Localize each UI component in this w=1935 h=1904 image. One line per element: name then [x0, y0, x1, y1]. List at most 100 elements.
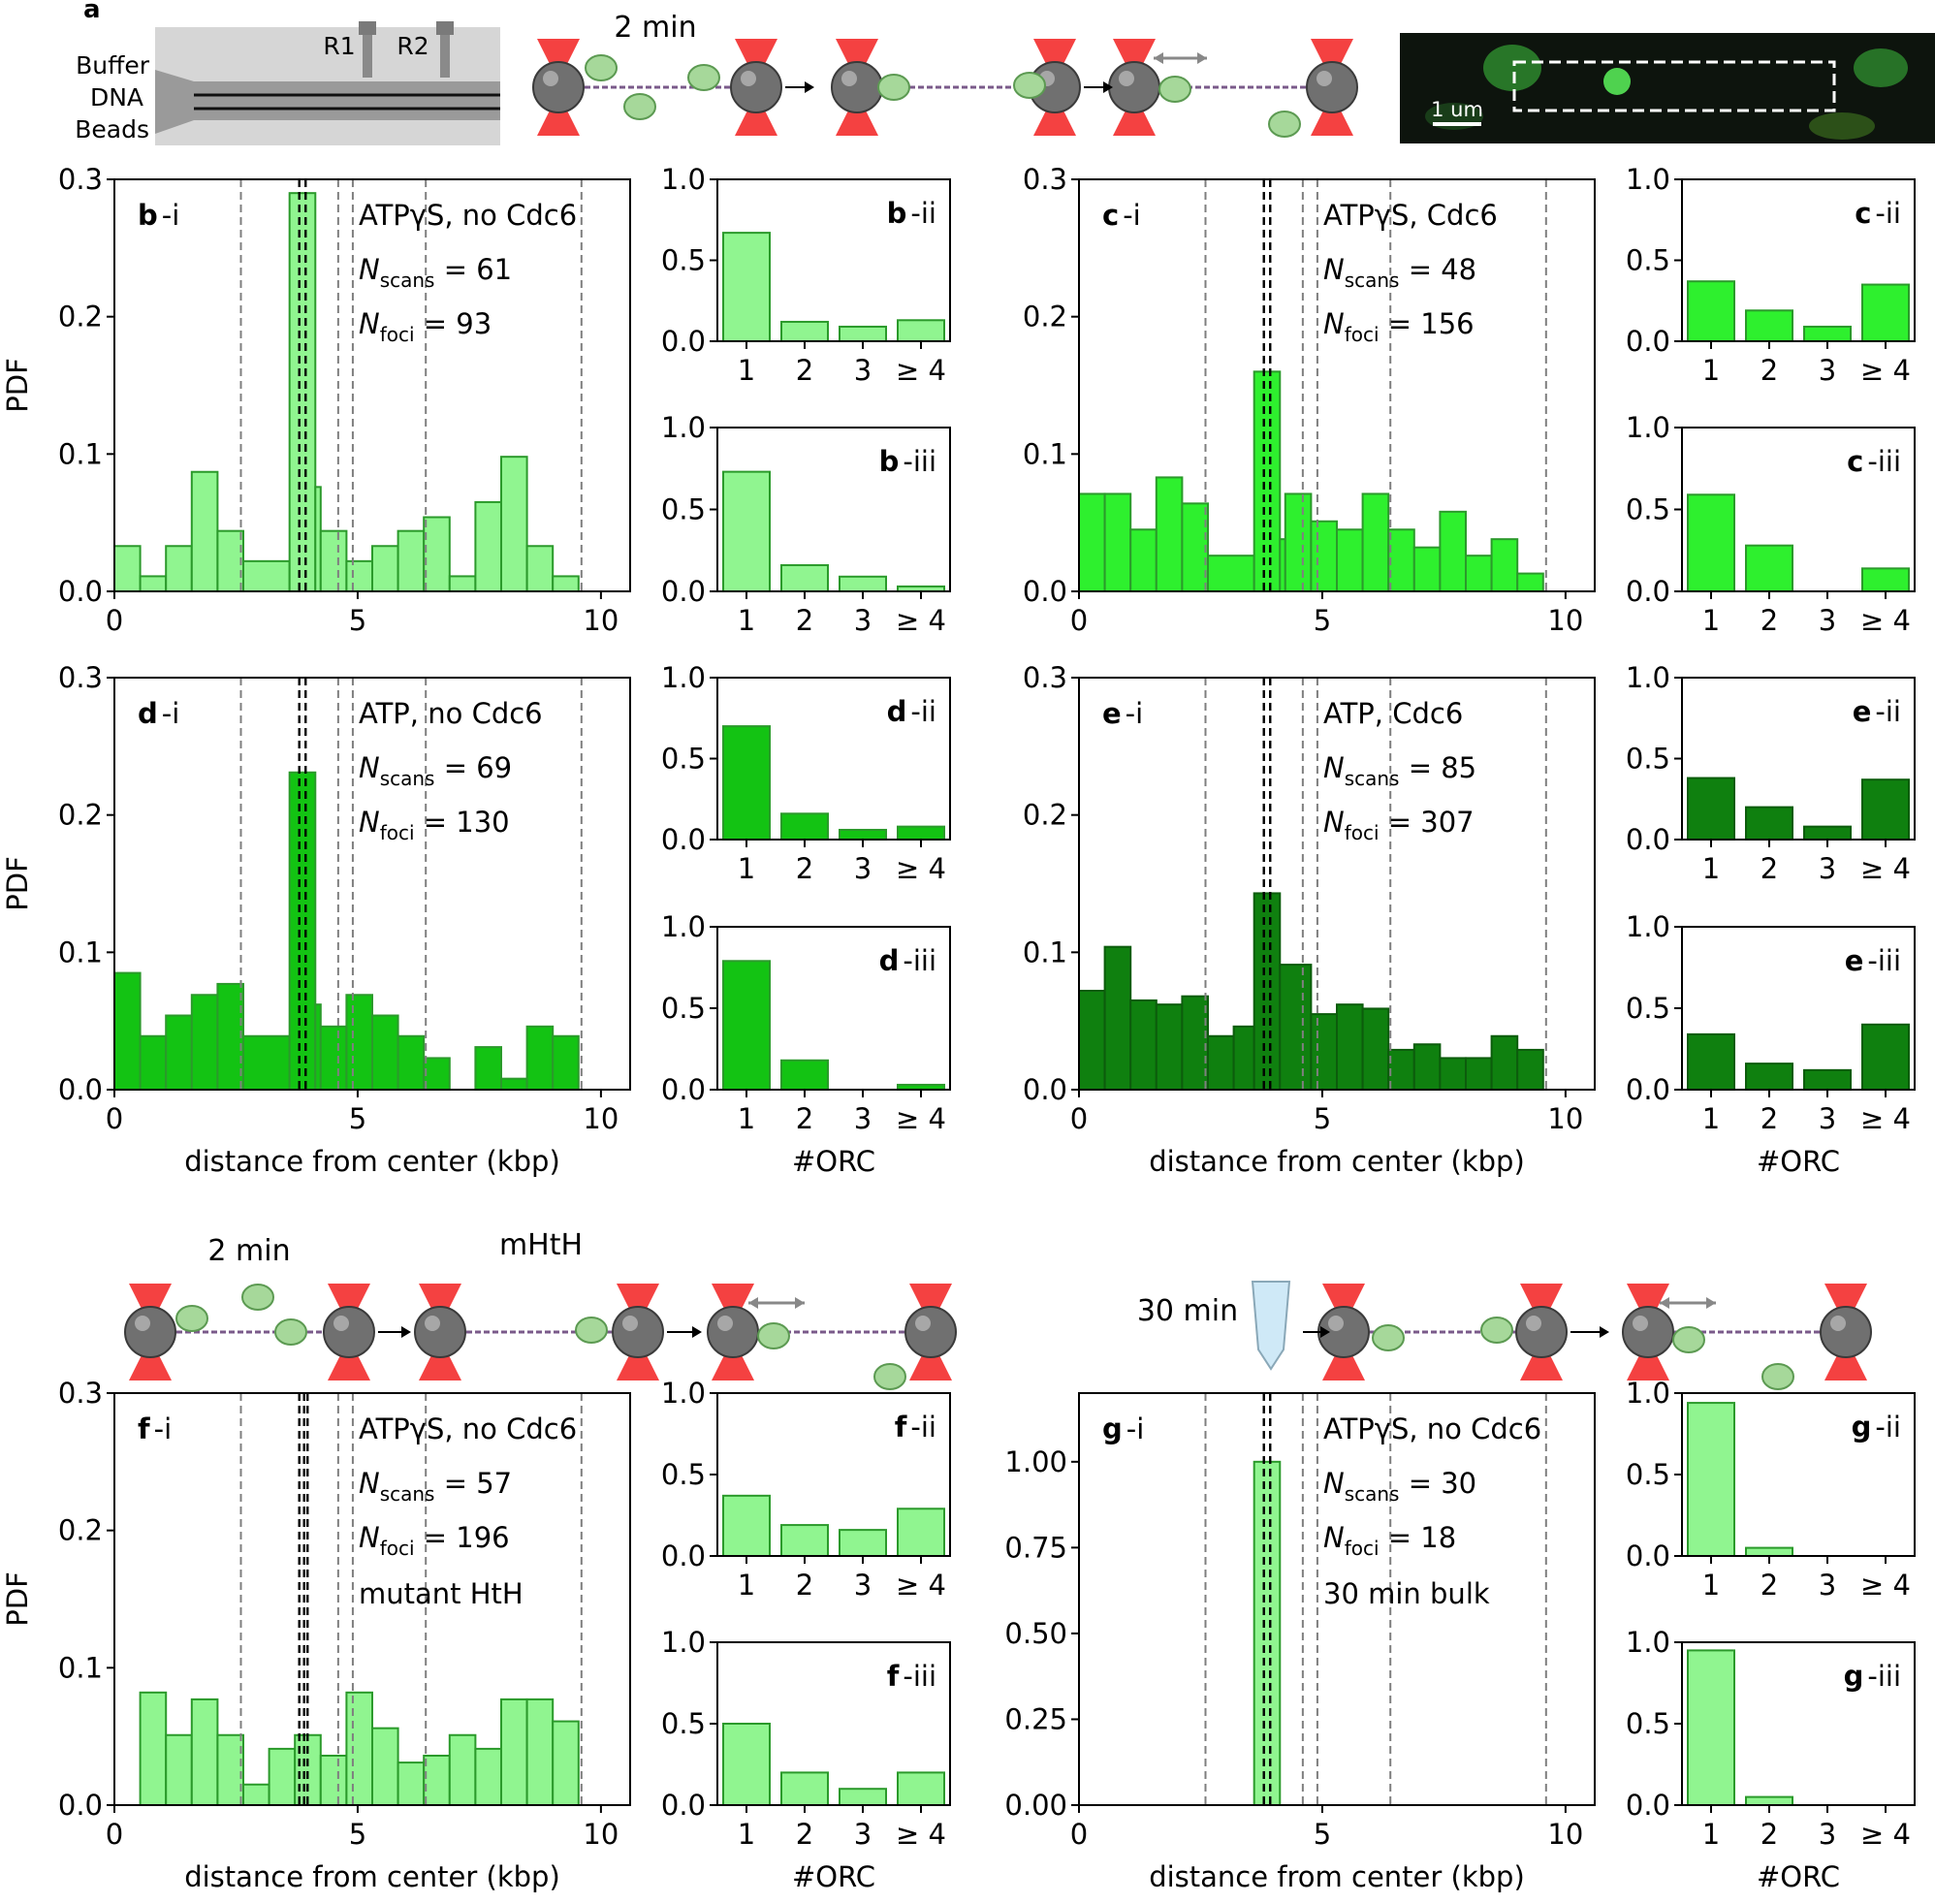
- n-symbol: N: [359, 253, 380, 286]
- count-bar: [897, 1771, 945, 1807]
- scan-arrow-head-right: [1706, 1297, 1716, 1309]
- category-label: 2: [1761, 1569, 1778, 1602]
- count-bar: [780, 1059, 829, 1092]
- histogram-bar: [397, 1761, 426, 1807]
- category-label: ≥ 4: [896, 604, 946, 637]
- x-tick-label: 10: [1547, 1102, 1583, 1135]
- category-label: 1: [738, 604, 755, 637]
- count-bar: [1861, 283, 1910, 342]
- x-axis-label: #ORC: [792, 1145, 875, 1178]
- panel-label: c -ii: [1855, 197, 1901, 230]
- category-label: 1: [1702, 1102, 1720, 1135]
- panel-letter: f: [138, 1412, 150, 1445]
- panel-suffix: -i: [162, 199, 180, 232]
- y-tick-label: 0.5: [661, 1707, 706, 1740]
- bead-highlight: [741, 71, 756, 86]
- panel-suffix: -ii: [910, 695, 936, 728]
- y-tick-label: 0.75: [1004, 1531, 1067, 1564]
- histogram-bar: [1310, 520, 1339, 592]
- x-tick-label: 5: [1314, 604, 1331, 637]
- orc-protein: [585, 54, 618, 81]
- orc-protein: [175, 1305, 208, 1332]
- histogram-bar: [190, 1698, 219, 1806]
- bead-highlight: [1316, 71, 1332, 86]
- laser-beam-lower: [836, 105, 878, 136]
- subscript: scans: [1345, 269, 1400, 292]
- y-tick-label: 1.0: [1626, 1626, 1670, 1659]
- laser-beam-upper: [1322, 1284, 1365, 1315]
- panel-letter: e: [1102, 697, 1122, 730]
- chart-e-ii: 1 2 3 ≥ 4 0.0 0.5 1.0 e -ii: [1626, 661, 1916, 885]
- y-tick-label: 0.0: [661, 1539, 706, 1572]
- laser-beam-lower: [735, 105, 777, 136]
- laser-beam-upper: [1627, 1284, 1669, 1315]
- y-tick-label: 0.0: [661, 1789, 706, 1822]
- y-tick-label: 0.3: [58, 661, 103, 694]
- histogram-bar: [1387, 528, 1415, 592]
- category-label: ≥ 4: [1860, 852, 1911, 885]
- orc-protein: [575, 1317, 608, 1344]
- laser-beam-lower: [712, 1349, 754, 1380]
- n-symbol: N: [1323, 307, 1345, 340]
- trapped-bead: [707, 1306, 759, 1358]
- n-scans-label: Nscans = 69: [359, 751, 512, 790]
- y-tick-label: 0.0: [661, 1073, 706, 1106]
- panel-suffix: -iii: [1867, 445, 1901, 478]
- x-tick-label: 0: [1070, 1102, 1088, 1135]
- panel-letter: d: [887, 695, 907, 728]
- category-label: 2: [796, 1818, 813, 1851]
- y-tick-label: 0.3: [1023, 661, 1067, 694]
- trapped-bead: [124, 1306, 176, 1358]
- y-tick-label: 0.0: [1626, 1789, 1670, 1822]
- subscript: scans: [1345, 1482, 1400, 1506]
- chart-c-ii: 1 2 3 ≥ 4 0.0 0.5 1.0 c -ii: [1626, 163, 1916, 387]
- panel-label: f -iii: [887, 1660, 936, 1693]
- chart-b-iii: 1 2 3 ≥ 4 0.0 0.5 1.0 b -iii: [661, 411, 951, 637]
- channel-label-buffer: Buffer: [76, 51, 150, 79]
- histogram-bar: [1310, 1013, 1339, 1092]
- histogram-bar: [113, 971, 142, 1091]
- scan-arrow-head-left: [1154, 52, 1163, 64]
- y-tick-label: 0.1: [58, 1651, 103, 1684]
- panel-label: g -ii: [1852, 1411, 1901, 1444]
- histogram-bar: [345, 559, 373, 592]
- category-label: 1: [738, 354, 755, 387]
- bead-highlight: [333, 1316, 349, 1331]
- y-tick-label: 0.5: [1626, 1458, 1670, 1491]
- panel-letter: c: [1847, 445, 1863, 478]
- histogram-bar: [1361, 1007, 1390, 1091]
- histogram-bar: [216, 529, 244, 593]
- n-scans-value: = 48: [1399, 253, 1476, 286]
- subscript: foci: [1345, 323, 1380, 346]
- panel-suffix: -ii: [910, 197, 936, 230]
- step-arrow-head: [692, 1326, 702, 1338]
- y-tick-label: 0.3: [1023, 163, 1067, 196]
- laser-beam-lower: [328, 1349, 370, 1380]
- n-symbol: N: [359, 307, 380, 340]
- category-label: ≥ 4: [1860, 1818, 1911, 1851]
- category-label: 2: [1761, 1818, 1778, 1851]
- category-label: 2: [1761, 852, 1778, 885]
- y-tick-label: 0.1: [58, 936, 103, 968]
- category-label: ≥ 4: [896, 1818, 946, 1851]
- count-bar: [1687, 493, 1735, 593]
- y-tick-label: 0.5: [1626, 1707, 1670, 1740]
- category-label: 3: [854, 1102, 872, 1135]
- panel-letter: d: [138, 697, 158, 730]
- histogram-bar: [500, 456, 528, 592]
- histogram-bar: [1336, 528, 1364, 592]
- histogram-bar: [1516, 1048, 1544, 1091]
- panel-suffix: -ii: [910, 1411, 936, 1444]
- count-bar: [1745, 544, 1793, 592]
- category-label: 3: [1819, 1569, 1836, 1602]
- count-bar: [1803, 825, 1852, 841]
- subscript: foci: [380, 323, 415, 346]
- condition-label: ATPγS, no Cdc6: [1323, 1412, 1541, 1445]
- condition-label: ATPγS, Cdc6: [1323, 199, 1498, 232]
- histogram-bar: [448, 1733, 477, 1806]
- x-axis-label: #ORC: [792, 1860, 875, 1893]
- panel-suffix: -i: [162, 697, 180, 730]
- panel-suffix: -i: [1126, 1412, 1145, 1445]
- category-label: 3: [1819, 1102, 1836, 1135]
